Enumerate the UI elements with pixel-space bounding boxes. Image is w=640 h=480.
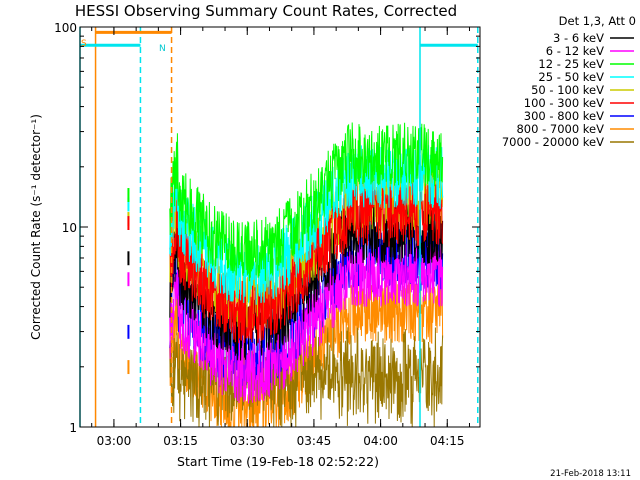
legend-label: 100 - 300 keV — [524, 96, 604, 110]
legend-label: 12 - 25 keV — [538, 57, 604, 71]
series-800-7000kev — [127, 279, 444, 428]
series-line — [169, 145, 444, 305]
flag-label-s: S — [81, 39, 87, 49]
axis-layer: 03:00 03:15 03:30 03:45 04:00 04:15 1 10 100 — [54, 21, 480, 448]
x-tick-label: 04:15 — [430, 434, 465, 448]
x-tick-label: 03:30 — [230, 434, 265, 448]
legend-title: Det 1,3, Att 0 — [559, 14, 636, 28]
series-line — [169, 242, 444, 404]
y-axis-label: Corrected Count Rate (s⁻¹ detector⁻¹) — [29, 114, 43, 340]
legend-label: 25 - 50 keV — [538, 70, 604, 84]
y-tick-label: 1 — [69, 421, 77, 435]
legend-label: 7000 - 20000 keV — [502, 135, 604, 149]
legend-label: 3 - 6 keV — [553, 31, 604, 45]
x-tick-label: 03:15 — [163, 434, 198, 448]
data-layer — [127, 122, 444, 428]
y-tick-label: 100 — [54, 21, 77, 35]
legend-label: 50 - 100 keV — [531, 83, 604, 97]
legend-label: 300 - 800 keV — [524, 109, 604, 123]
x-axis-label: Start Time (19-Feb-18 02:52:22) — [177, 454, 379, 469]
series-12-25kev — [127, 122, 444, 282]
legend-label: 800 - 7000 keV — [516, 122, 604, 136]
footer-date: 21-Feb-2018 13:11 — [550, 469, 631, 479]
x-tick-label: 03:45 — [297, 434, 332, 448]
series-line — [169, 279, 444, 428]
series-line — [169, 122, 444, 282]
y-tick-label: 10 — [62, 221, 77, 235]
legend-label: 6 - 12 keV — [546, 44, 604, 58]
x-tick-label: 03:00 — [97, 434, 132, 448]
x-tick-label: 04:00 — [363, 434, 398, 448]
chart-title: HESSI Observing Summary Count Rates, Cor… — [75, 2, 457, 20]
series-6-12kev — [127, 242, 444, 404]
flag-label-n: N — [159, 44, 166, 54]
